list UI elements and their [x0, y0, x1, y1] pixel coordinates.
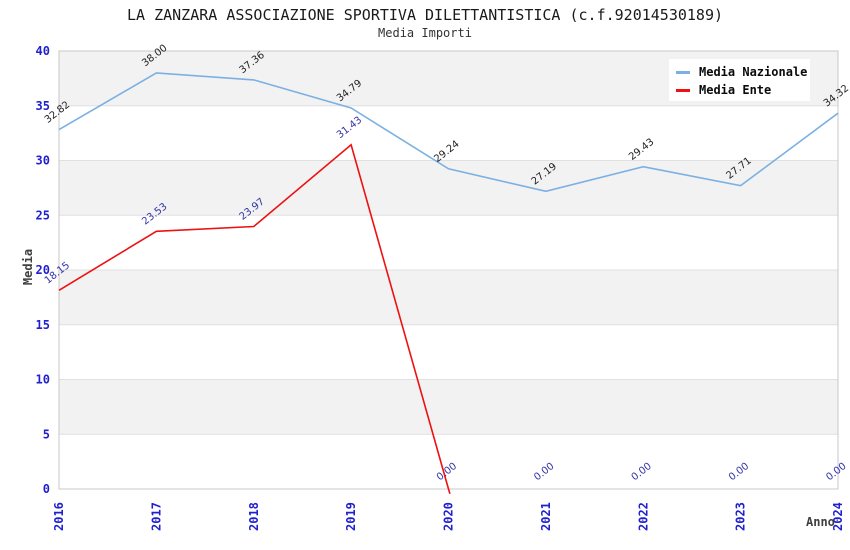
x-tick-label: 2017 [149, 502, 163, 531]
x-tick-label: 2018 [247, 502, 261, 531]
legend-label-nazionale: Media Nazionale [699, 65, 808, 79]
value-label-media-ente: 0.00 [727, 461, 751, 483]
y-tick-label: 40 [36, 44, 50, 58]
x-tick-label: 2023 [734, 502, 748, 531]
value-label-media-ente: 31.43 [335, 115, 364, 141]
legend-item-media-ente: Media Ente [676, 81, 810, 99]
x-tick-label: 2020 [442, 502, 456, 531]
chart-title: LA ZANZARA ASSOCIAZIONE SPORTIVA DILETTA… [126, 6, 724, 24]
x-tick-label: 2016 [52, 502, 66, 531]
legend: Media Nazionale Media Ente [669, 59, 810, 101]
value-label-media-ente: 0.00 [824, 461, 848, 483]
series-line-media-nazionale [58, 72, 839, 193]
y-tick-label: 30 [36, 154, 50, 168]
y-tick-label: 25 [36, 208, 50, 222]
x-tick-label: 2021 [539, 502, 553, 531]
y-tick-label: 5 [43, 427, 50, 441]
legend-line-swatch-nazionale [676, 70, 690, 74]
x-tick-label: 2022 [636, 502, 650, 531]
chart-subtitle: Media Importi [378, 26, 472, 40]
value-label-media-ente: 0.00 [630, 461, 654, 483]
value-label-media-ente: 0.00 [435, 461, 459, 483]
series-line-media-ente [58, 143, 451, 495]
x-axis-title: Anno [806, 515, 835, 529]
legend-item-media-nazionale: Media Nazionale [676, 63, 810, 81]
x-tick-label: 2024 [831, 502, 845, 531]
legend-label-ente: Media Ente [699, 83, 772, 97]
y-tick-label: 20 [36, 263, 50, 277]
y-tick-label: 15 [36, 318, 50, 332]
y-axis-title: Media [21, 248, 35, 286]
x-tick-label: 2019 [344, 502, 358, 531]
legend-line-swatch-ente [676, 88, 690, 92]
value-label-media-ente: 0.00 [532, 461, 556, 483]
y-tick-label: 0 [43, 482, 50, 496]
value-label-media-nazionale: 29.43 [627, 137, 656, 163]
y-tick-label: 10 [36, 373, 50, 387]
grid-band [59, 379, 838, 435]
grid-band [59, 160, 838, 216]
y-tick-label: 35 [36, 99, 50, 113]
grid-band [59, 270, 838, 325]
